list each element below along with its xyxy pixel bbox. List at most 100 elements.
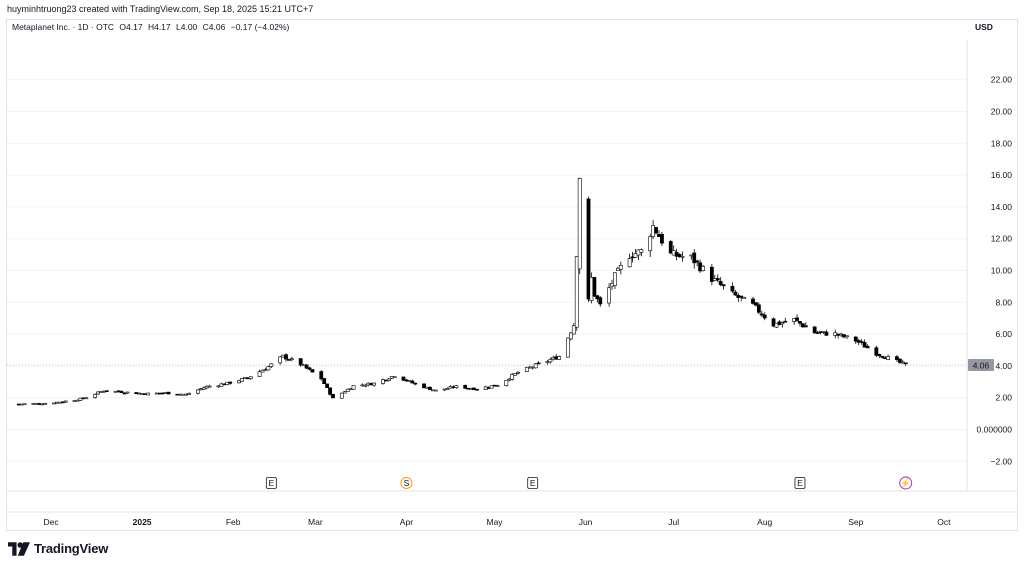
- candle-body: [774, 322, 779, 328]
- candle: [454, 385, 459, 389]
- candle-body: [228, 381, 233, 384]
- candle-body: [900, 361, 905, 364]
- candle-body: [78, 397, 83, 401]
- event-marker-circle: [899, 476, 913, 490]
- candle-body: [633, 253, 638, 258]
- candle-body: [284, 354, 288, 360]
- candle: [592, 277, 597, 297]
- candle: [774, 322, 779, 328]
- candle-body: [709, 266, 714, 282]
- symbol-name[interactable]: Metaplanet Inc. · 1D · OTC: [12, 22, 115, 32]
- candle-body: [877, 354, 882, 356]
- candle-body: [410, 380, 415, 384]
- candle-body: [798, 321, 802, 324]
- candle-body: [307, 367, 312, 370]
- currency-label[interactable]: USD: [975, 22, 993, 32]
- candle: [754, 302, 758, 307]
- candle: [345, 388, 350, 392]
- candle-body: [328, 387, 332, 395]
- candle-body: [345, 388, 350, 392]
- candle: [381, 378, 385, 385]
- candle: [574, 255, 579, 331]
- candle-body: [187, 393, 191, 395]
- price-axis[interactable]: 22.00 20.00 18.00 16.00 14.00 12.00 10.00 8.00 6…: [977, 75, 1013, 467]
- candle-body: [592, 277, 597, 297]
- candle: [428, 386, 432, 390]
- candle: [328, 387, 332, 396]
- candle-body: [648, 236, 653, 252]
- candle: [894, 354, 899, 362]
- candle: [815, 330, 820, 334]
- candle-body: [504, 379, 509, 386]
- candle: [93, 393, 98, 399]
- candle-body: [845, 335, 849, 338]
- candle: [598, 296, 603, 307]
- candle-body: [718, 281, 723, 286]
- candle: [240, 377, 244, 382]
- candle: [445, 387, 450, 390]
- candle: [401, 376, 406, 382]
- candle: [548, 357, 553, 364]
- candle: [756, 302, 761, 315]
- candle-body: [125, 391, 130, 394]
- candle-body: [586, 198, 591, 300]
- candle: [607, 283, 611, 307]
- candle-body: [104, 390, 109, 392]
- tradingview-logo-icon: [8, 541, 30, 556]
- low-value: L4.00: [176, 22, 198, 32]
- candle: [618, 261, 623, 275]
- earnings-marker: E: [265, 477, 277, 489]
- candle: [78, 397, 83, 401]
- candle-body: [266, 366, 271, 371]
- candle-body: [386, 378, 391, 381]
- candle-body: [595, 295, 600, 300]
- last-price-tag-background: [968, 358, 994, 371]
- candle-body: [207, 385, 212, 388]
- candle-body: [862, 342, 867, 348]
- candle-body: [886, 356, 890, 360]
- candle-body: [304, 364, 309, 369]
- candle-body: [381, 379, 385, 384]
- candle: [733, 289, 738, 296]
- price-tick-label: 0.000000: [977, 424, 1013, 434]
- candle-body: [695, 260, 700, 263]
- candle-body: [463, 385, 468, 389]
- candle: [801, 323, 805, 329]
- time-tick-label: Oct: [937, 517, 951, 527]
- candle: [22, 403, 27, 406]
- candle-body: [668, 241, 673, 254]
- candle: [862, 339, 867, 348]
- candle: [284, 353, 288, 362]
- candle-body: [742, 296, 747, 299]
- candle-body: [351, 385, 356, 390]
- candle: [278, 355, 283, 366]
- grid-lines: [7, 79, 967, 462]
- earnings-marker: E: [527, 477, 539, 489]
- price-tick-label: 20.00: [991, 107, 1013, 117]
- candle: [122, 392, 127, 395]
- candle: [513, 373, 517, 376]
- candle: [146, 392, 150, 396]
- candle: [780, 321, 785, 328]
- candle: [571, 322, 576, 335]
- last-price-tag-label: 4.06: [973, 360, 990, 370]
- candle-body: [715, 278, 720, 281]
- price-tick-label: 2.00: [995, 393, 1012, 403]
- candle-body: [516, 371, 520, 374]
- candle: [877, 353, 882, 359]
- earnings-marker: E: [794, 477, 806, 489]
- candle: [504, 379, 509, 387]
- candle-body: [613, 272, 617, 286]
- candle-body: [495, 385, 500, 387]
- candle: [668, 240, 673, 254]
- candle-body: [372, 382, 377, 386]
- candle-body: [146, 392, 150, 396]
- price-tick-label: 16.00: [991, 170, 1013, 180]
- candle: [524, 366, 529, 372]
- candle-body: [339, 392, 344, 399]
- tradingview-logo[interactable]: TradingView: [8, 541, 108, 556]
- time-axis[interactable]: Dec 2025 Feb Mar Apr May Jun Jul Aug Sep Oct: [43, 517, 951, 527]
- candle: [196, 388, 200, 395]
- candle: [709, 263, 714, 286]
